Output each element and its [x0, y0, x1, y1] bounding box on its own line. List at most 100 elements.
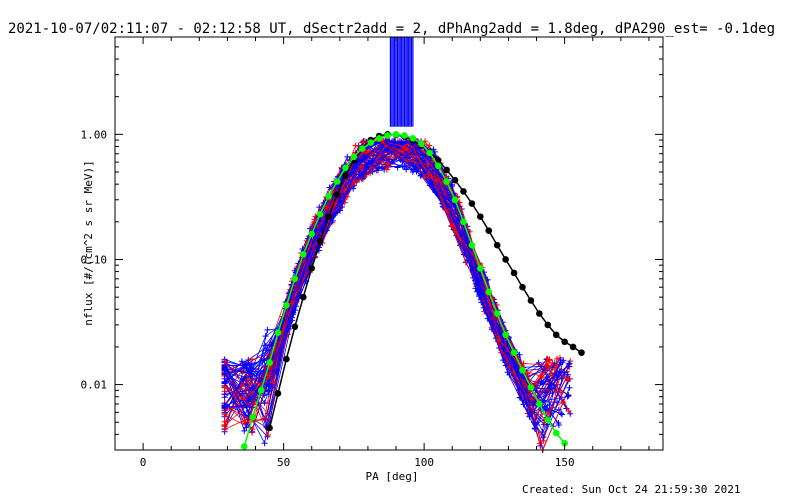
trace-marker [270, 379, 277, 386]
trace-line [224, 140, 570, 452]
trace-marker [557, 410, 564, 417]
trace-marker [476, 280, 483, 287]
trace-line [224, 140, 554, 427]
trace-marker [560, 398, 567, 405]
series-point [544, 416, 552, 424]
trace-marker [262, 342, 269, 349]
series-point [308, 264, 316, 272]
x-tick-label: 100 [414, 456, 434, 469]
trace-marker [289, 300, 296, 307]
series-point [561, 338, 568, 346]
trace-marker [564, 371, 571, 378]
x-tick-label: 50 [277, 456, 290, 469]
trace-marker [546, 356, 553, 363]
trace-line [224, 147, 560, 433]
trace-marker [531, 419, 538, 426]
series-point [375, 134, 383, 142]
trace-marker [266, 372, 273, 379]
trace-marker [221, 418, 228, 425]
trace-marker [221, 404, 228, 411]
series-point [434, 162, 442, 170]
trace-line [224, 140, 570, 408]
trace-marker [262, 333, 269, 340]
trace-marker [399, 163, 406, 170]
series-point [569, 343, 577, 351]
trace-marker [448, 222, 455, 229]
series-point [426, 149, 434, 157]
trace-marker [243, 361, 250, 368]
series-point [552, 331, 560, 339]
series-point [299, 293, 307, 301]
created-footer: Created: Sun Oct 24 21:59:30 2021 [522, 483, 741, 496]
trace-marker [334, 209, 341, 216]
trace-marker [261, 399, 268, 406]
trace-marker [563, 374, 570, 381]
series-point [536, 310, 543, 317]
series-point [283, 302, 290, 309]
series-point [350, 153, 358, 161]
trace-marker [246, 403, 253, 410]
series-point [274, 329, 282, 336]
series-point [485, 288, 493, 296]
x-tick-label: 150 [555, 456, 575, 469]
series-point [460, 188, 467, 195]
series-point [544, 321, 552, 329]
trace-marker [424, 161, 431, 168]
y-tick-label: 1.00 [81, 128, 108, 141]
trace-marker [248, 356, 255, 363]
trace-marker [531, 425, 538, 432]
series-point [468, 241, 476, 249]
trace-marker [409, 169, 416, 176]
trace-marker [394, 164, 401, 171]
trace-marker [369, 168, 376, 175]
trace-marker [537, 442, 544, 449]
trace-line [224, 140, 565, 439]
trace-line [224, 140, 567, 424]
trace-marker [265, 432, 272, 439]
trace-marker [421, 174, 428, 181]
series-point [519, 367, 526, 374]
trace-marker [389, 158, 396, 165]
series-point [502, 256, 509, 263]
axes-group: 0 50 100 150 0.01 0.10 1.00 [81, 36, 664, 469]
trace-marker [358, 164, 365, 171]
trace-marker [265, 382, 272, 389]
y-tick-label: 0.01 [81, 379, 108, 392]
trace-marker [238, 358, 245, 365]
trace-marker [565, 408, 572, 415]
trace-lines-group [221, 37, 574, 453]
trace-marker [221, 391, 228, 398]
trace-marker [221, 384, 228, 391]
trace-marker [559, 411, 566, 418]
plot-frame [114, 36, 664, 451]
trace-marker [417, 172, 424, 179]
trace-marker [504, 369, 511, 376]
trace-marker [241, 402, 248, 409]
trace-marker [545, 363, 552, 370]
trace-marker [496, 336, 503, 343]
trace-marker [396, 138, 403, 145]
series-point [460, 218, 467, 226]
series-point [359, 145, 366, 152]
series-point [392, 131, 400, 138]
series-point [274, 390, 282, 397]
series-point [418, 140, 425, 148]
series-point [266, 359, 273, 366]
trace-marker [526, 413, 533, 420]
trace-marker [566, 384, 573, 391]
series-point [502, 331, 509, 339]
series-point [240, 443, 248, 450]
trace-marker [565, 361, 572, 368]
trace-marker [264, 326, 271, 333]
trace-marker [403, 157, 410, 164]
trace-marker [244, 376, 251, 383]
trace-marker [341, 199, 348, 206]
series-point [477, 213, 484, 220]
trace-marker [454, 217, 461, 224]
series-point [384, 132, 391, 139]
series-point [510, 269, 518, 277]
trace-marker [472, 285, 479, 292]
series-point [316, 210, 324, 218]
trace-marker [261, 440, 268, 447]
trace-marker [265, 387, 272, 394]
